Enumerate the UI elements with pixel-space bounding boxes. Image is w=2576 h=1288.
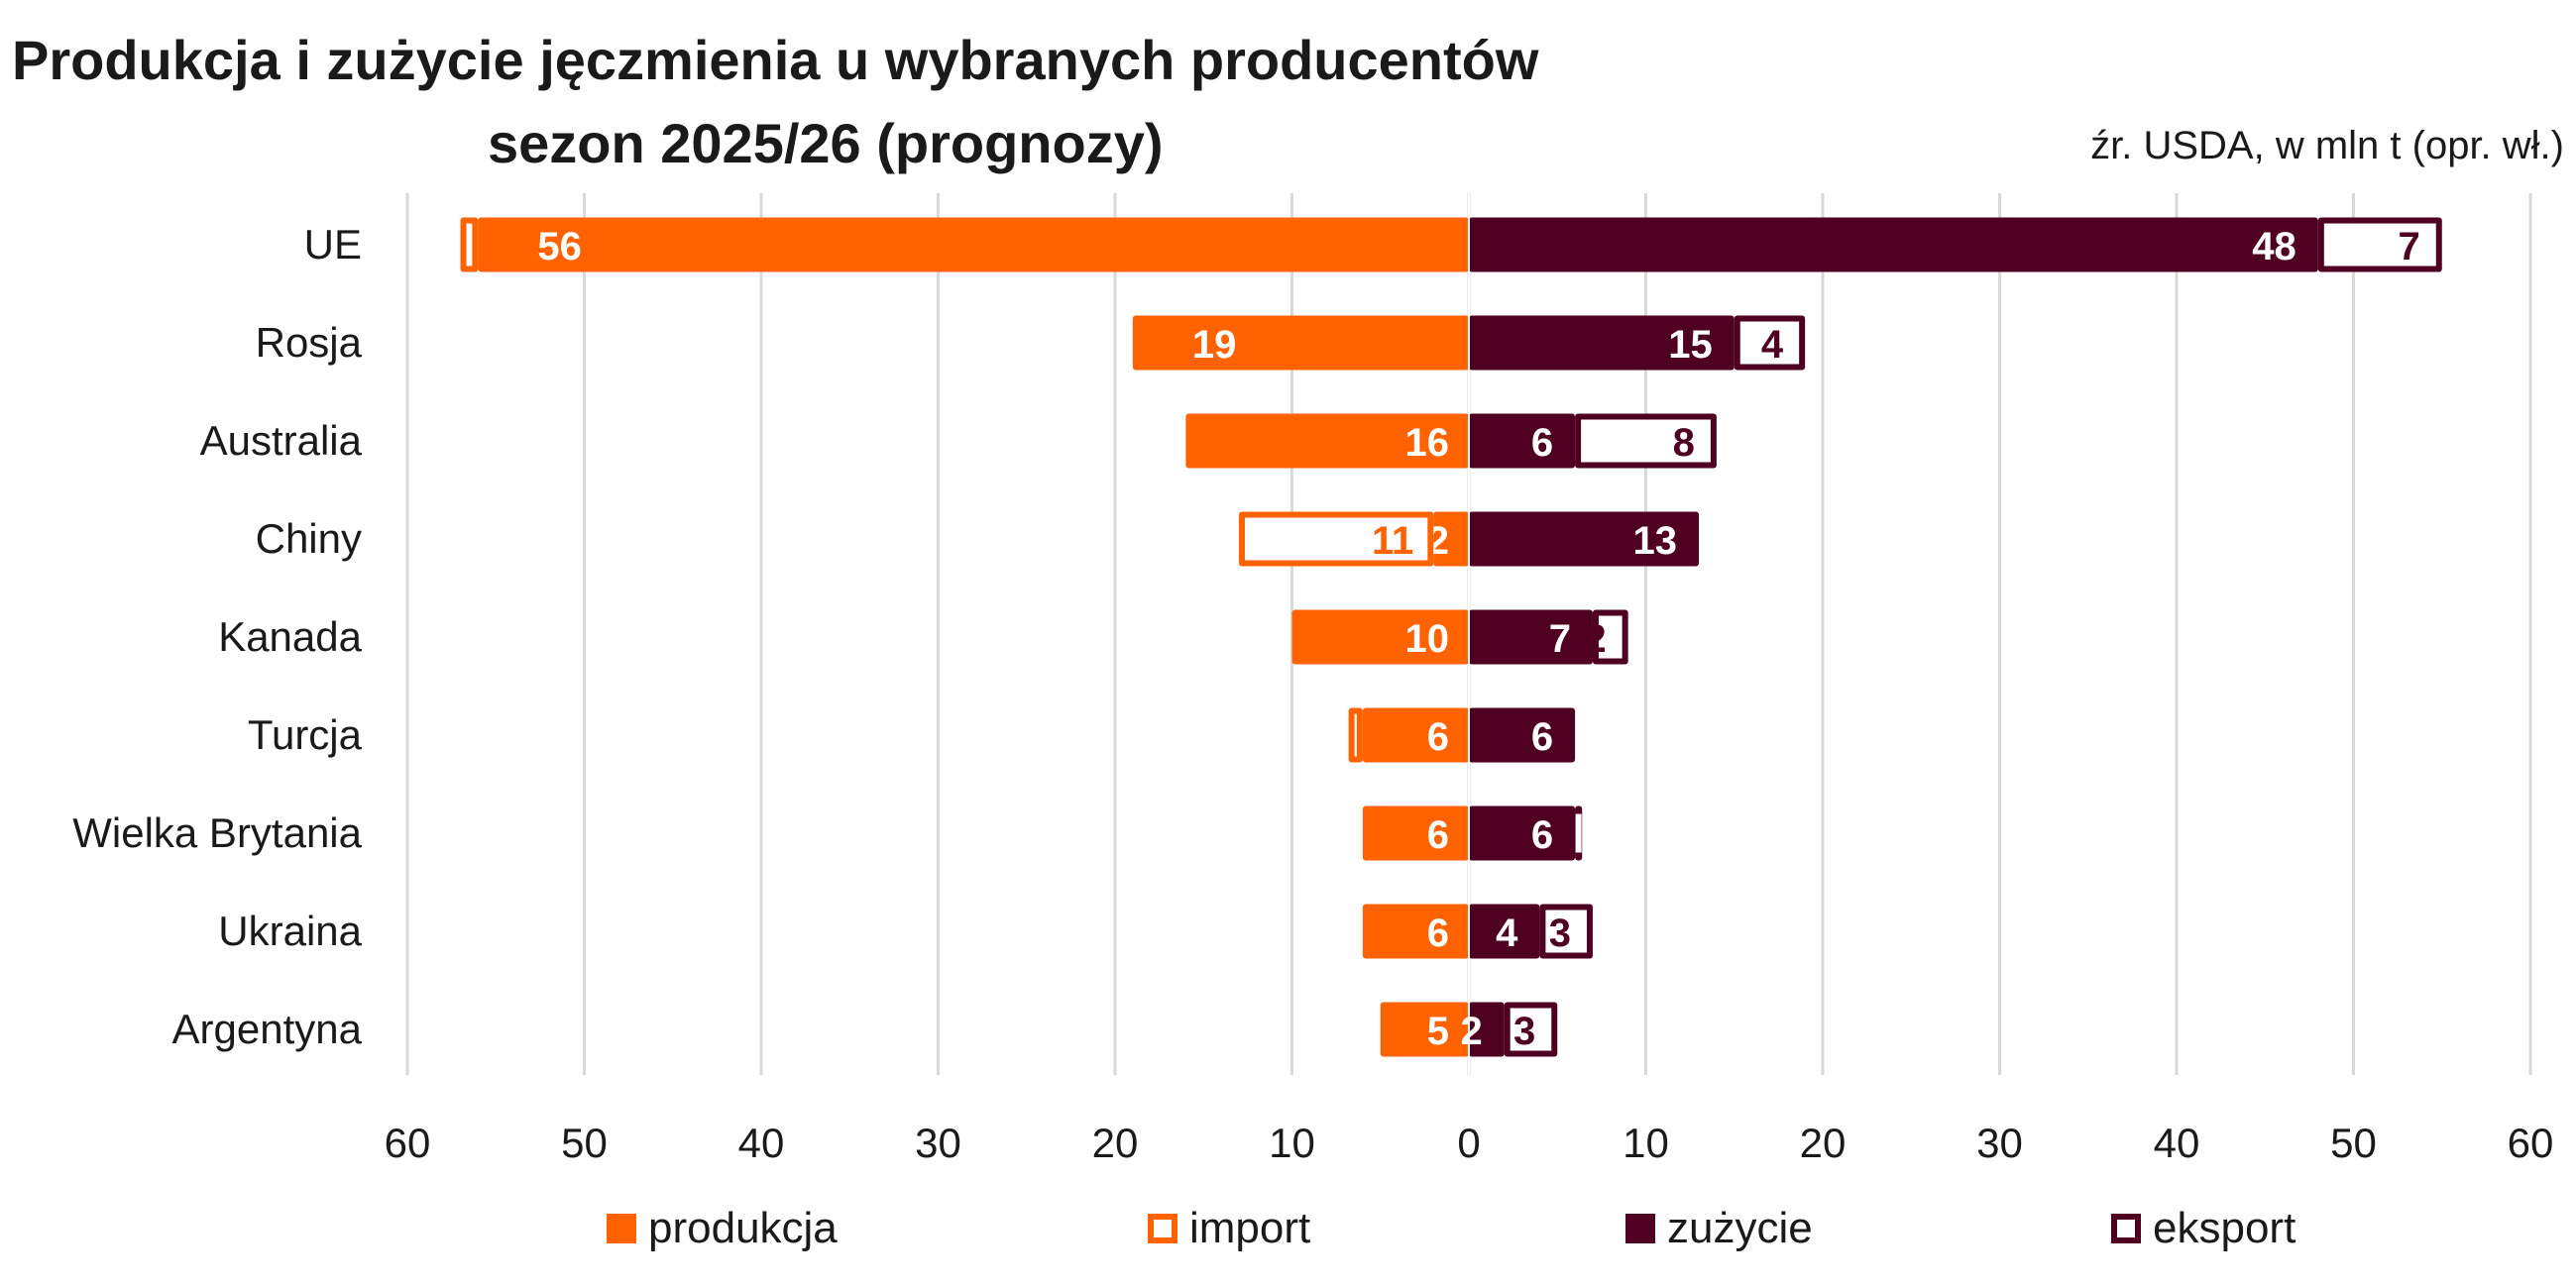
x-tick-label: 0	[1457, 1120, 1480, 1166]
data-label: 7	[2399, 225, 2420, 268]
x-tick-label: 40	[738, 1120, 785, 1166]
data-label: 10	[1405, 617, 1450, 661]
data-label: 5	[1427, 1010, 1449, 1053]
category-label: Wielka Brytania	[72, 809, 362, 856]
legend-label: eksport	[2153, 1204, 2296, 1252]
x-tick-label: 30	[1976, 1120, 2023, 1166]
data-label: 11	[1372, 519, 1413, 563]
data-label: 15	[1668, 323, 1713, 367]
bar-zużycie	[1469, 413, 1576, 469]
x-tick-label: 20	[1800, 1120, 1847, 1166]
bar-eksport-inner	[2323, 223, 2436, 267]
x-tick-label: 10	[1269, 1120, 1315, 1166]
bar-eksport-inner	[1739, 321, 1800, 365]
legend-label: produkcja	[648, 1204, 838, 1252]
legend-swatch-eksport	[2111, 1214, 2141, 1243]
bar-import-inner	[1244, 517, 1428, 561]
legend-item-eksport: eksport	[2111, 1204, 2296, 1253]
data-label: 3	[1549, 912, 1571, 955]
data-label: 6	[1427, 912, 1449, 955]
x-tick-label: 50	[561, 1120, 608, 1166]
data-label: 16	[1405, 421, 1450, 465]
legend-label: import	[1189, 1204, 1311, 1252]
data-label: 4	[1761, 323, 1784, 367]
data-label: 19	[1192, 323, 1237, 367]
chart-title-line1: Produkcja i zużycie jęczmienia u wybrany…	[12, 29, 1539, 91]
bar-produkcja	[1380, 1002, 1469, 1057]
bar-produkcja	[1132, 315, 1469, 371]
data-label: 13	[1633, 519, 1678, 563]
legend-swatch-import	[1148, 1214, 1177, 1243]
legend-swatch-zuzycie	[1625, 1214, 1655, 1243]
bar-zużycie	[1469, 511, 1700, 567]
x-tick-label: 50	[2330, 1120, 2377, 1166]
bar-produkcja	[1185, 413, 1469, 469]
category-label: Kanada	[218, 613, 362, 660]
data-label: 56	[537, 225, 582, 268]
x-tick-label: 30	[915, 1120, 961, 1166]
x-tick-label: 60	[385, 1120, 431, 1166]
data-label: 6	[1427, 715, 1449, 759]
bar-eksport-inner	[1545, 910, 1587, 953]
bar-zużycie	[1469, 707, 1576, 763]
data-label: 3	[1513, 1010, 1535, 1053]
category-label: UE	[304, 221, 362, 268]
category-label: Chiny	[256, 515, 362, 562]
bar-zużycie	[1469, 609, 1593, 665]
bar-eksport-inner	[1581, 419, 1711, 463]
data-label: 4	[1496, 912, 1518, 955]
category-label: Australia	[200, 417, 363, 464]
data-label: 8	[1673, 421, 1695, 465]
bar-produkcja	[1433, 511, 1469, 567]
bar-eksport-inner	[1575, 813, 1582, 853]
category-label: Turcja	[248, 711, 363, 758]
bar-produkcja	[1362, 707, 1469, 763]
bar-import-inner	[466, 223, 473, 267]
bar-eksport-inner	[1598, 615, 1623, 659]
chart-title-line2: sezon 2025/26 (prognozy)	[488, 112, 1164, 174]
category-label: Ukraina	[218, 908, 362, 954]
bar-produkcja	[1362, 805, 1469, 861]
bar-zużycie	[1469, 805, 1576, 861]
data-label: 6	[1531, 421, 1553, 465]
source-note: źr. USDA, w mln t (opr. wł.)	[2090, 124, 2564, 167]
legend-item-import: import	[1148, 1204, 1310, 1253]
legend-item-zuzycie: zużycie	[1625, 1204, 1813, 1253]
category-label: Argentyna	[172, 1006, 363, 1052]
bar-zużycie	[1469, 315, 1735, 371]
x-tick-label: 20	[1092, 1120, 1139, 1166]
data-label: 48	[2252, 225, 2296, 268]
x-tick-label: 40	[2154, 1120, 2200, 1166]
legend-swatch-produkcja	[607, 1214, 636, 1243]
bar-produkcja	[478, 217, 1469, 272]
bar-produkcja	[1291, 609, 1469, 665]
bar-eksport-inner	[1510, 1008, 1552, 1051]
category-label: Rosja	[256, 319, 363, 366]
data-label: 2	[1460, 1010, 1482, 1053]
bar-zużycie	[1469, 904, 1540, 959]
x-tick-label: 60	[2508, 1120, 2554, 1166]
bar-import-inner	[1354, 713, 1357, 757]
legend-item-produkcja: produkcja	[607, 1204, 838, 1253]
x-tick-label: 10	[1623, 1120, 1669, 1166]
data-label: 7	[1549, 617, 1571, 661]
bar-produkcja	[1362, 904, 1469, 959]
data-label: 6	[1531, 813, 1553, 857]
bar-zużycie	[1469, 217, 2318, 272]
data-label: 2	[1584, 617, 1606, 661]
data-label: 6	[1427, 813, 1449, 857]
data-label: 6	[1531, 715, 1553, 759]
bar-zużycie	[1469, 1002, 1505, 1057]
legend-label: zużycie	[1667, 1204, 1813, 1252]
